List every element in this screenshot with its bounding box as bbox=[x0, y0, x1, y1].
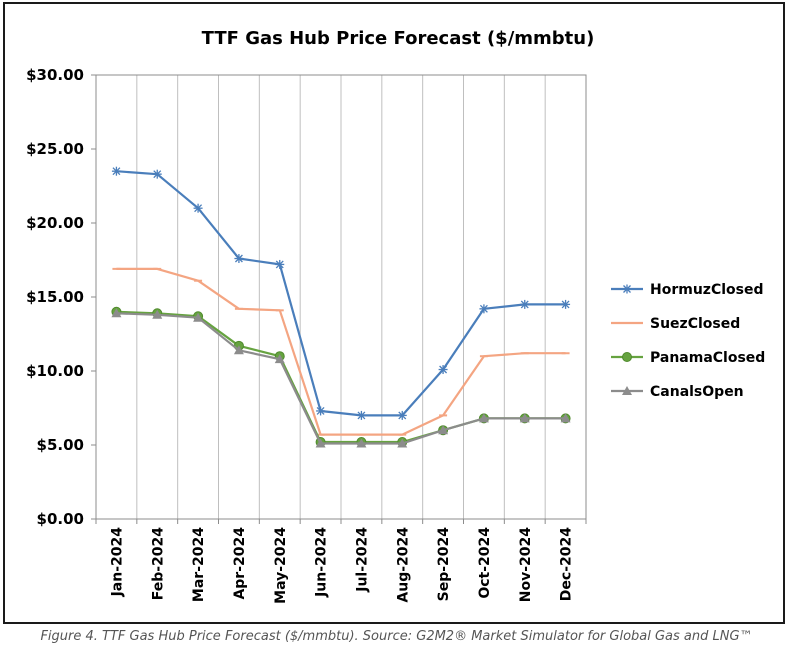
x-tick-label: Apr-2024 bbox=[232, 527, 248, 600]
data-point bbox=[111, 308, 122, 318]
marker-stroke bbox=[275, 260, 284, 269]
legend-item: SuezClosed bbox=[611, 316, 740, 332]
data-point bbox=[275, 259, 285, 269]
x-tick-label: Jan-2024 bbox=[109, 527, 125, 598]
data-point bbox=[560, 413, 571, 423]
x-axis-ticks: Jan-2024 Feb-2024 Mar-2024 Apr-2024 May-2024… bbox=[109, 527, 574, 604]
marker-stroke bbox=[194, 204, 203, 213]
data-point bbox=[316, 406, 326, 416]
x-tick-label: Dec-2024 bbox=[559, 527, 575, 601]
data-point bbox=[622, 352, 632, 362]
data-point bbox=[622, 284, 632, 294]
x-tick-label: Jul-2024 bbox=[354, 527, 370, 593]
series-canalsopen bbox=[111, 308, 571, 448]
data-point bbox=[274, 354, 285, 364]
y-tick-label: $15.00 bbox=[26, 288, 84, 306]
series-line bbox=[116, 170, 566, 417]
x-tick-label: Nov-2024 bbox=[518, 527, 534, 602]
data-point bbox=[479, 304, 489, 314]
y-tick-label: $0.00 bbox=[37, 510, 84, 528]
y-tick-label: $5.00 bbox=[37, 436, 84, 454]
marker-stroke bbox=[234, 254, 243, 263]
legend-label: PanamaClosed bbox=[650, 350, 765, 366]
legend-label: CanalsOpen bbox=[650, 384, 744, 400]
y-tick-label: $10.00 bbox=[26, 362, 84, 380]
marker-stroke bbox=[316, 407, 325, 415]
marker-stroke bbox=[520, 300, 529, 309]
x-tick-label: Feb-2024 bbox=[150, 527, 166, 601]
marker-stroke bbox=[398, 411, 407, 420]
legend-item: CanalsOpen bbox=[611, 384, 744, 400]
data-point bbox=[478, 413, 489, 423]
data-point bbox=[622, 386, 632, 395]
data-point bbox=[438, 365, 448, 375]
legend-item: HormuzClosed bbox=[611, 282, 763, 298]
data-point bbox=[152, 309, 163, 319]
grid-lines bbox=[95, 75, 587, 524]
figure-caption: Figure 4. TTF Gas Hub Price Forecast ($/… bbox=[40, 629, 753, 644]
legend: HormuzClosed SuezClosed PanamaClosed Canals… bbox=[611, 282, 765, 400]
marker-stroke bbox=[623, 285, 631, 293]
y-axis-ticks: $0.00 $5.00 $10.00 $15.00 $20.00 $25.00 $30.00 bbox=[26, 66, 96, 528]
series-lines bbox=[111, 166, 571, 448]
marker-stroke bbox=[561, 300, 570, 309]
x-tick-label: May-2024 bbox=[273, 527, 289, 604]
x-tick-label: Oct-2024 bbox=[477, 527, 493, 599]
x-tick-label: Mar-2024 bbox=[191, 527, 207, 602]
data-point bbox=[561, 299, 571, 309]
data-point bbox=[520, 299, 530, 309]
marker-stroke bbox=[357, 411, 366, 420]
y-tick-label: $20.00 bbox=[26, 214, 84, 232]
x-tick-label: Sep-2024 bbox=[436, 527, 452, 602]
chart-title: TTF Gas Hub Price Forecast ($/mmbtu) bbox=[202, 28, 595, 49]
legend-label: HormuzClosed bbox=[650, 282, 763, 298]
series-hormuzclosed bbox=[111, 166, 571, 420]
marker-stroke bbox=[112, 167, 121, 176]
y-tick-label: $30.00 bbox=[26, 66, 84, 84]
data-point bbox=[397, 438, 408, 448]
data-point bbox=[193, 312, 204, 322]
x-tick-label: Jun-2024 bbox=[314, 527, 330, 598]
data-point bbox=[356, 438, 367, 448]
marker-stroke bbox=[439, 365, 448, 374]
data-point bbox=[519, 413, 530, 423]
data-point bbox=[356, 410, 366, 420]
x-tick-label: Aug-2024 bbox=[395, 527, 411, 603]
data-point bbox=[193, 203, 203, 213]
data-point bbox=[152, 169, 162, 179]
data-point bbox=[438, 425, 449, 435]
series-line bbox=[116, 312, 566, 445]
data-point bbox=[233, 345, 244, 355]
data-point bbox=[111, 166, 121, 176]
series-line bbox=[116, 267, 566, 436]
data-point bbox=[234, 254, 244, 264]
chart: TTF Gas Hub Price Forecast ($/mmbtu) $0.… bbox=[26, 28, 765, 604]
data-point bbox=[397, 410, 407, 420]
marker-stroke bbox=[479, 304, 488, 313]
y-tick-label: $25.00 bbox=[26, 140, 84, 158]
legend-item: PanamaClosed bbox=[611, 350, 765, 366]
data-point bbox=[315, 438, 326, 448]
legend-label: SuezClosed bbox=[650, 316, 740, 332]
marker-stroke bbox=[153, 170, 162, 179]
